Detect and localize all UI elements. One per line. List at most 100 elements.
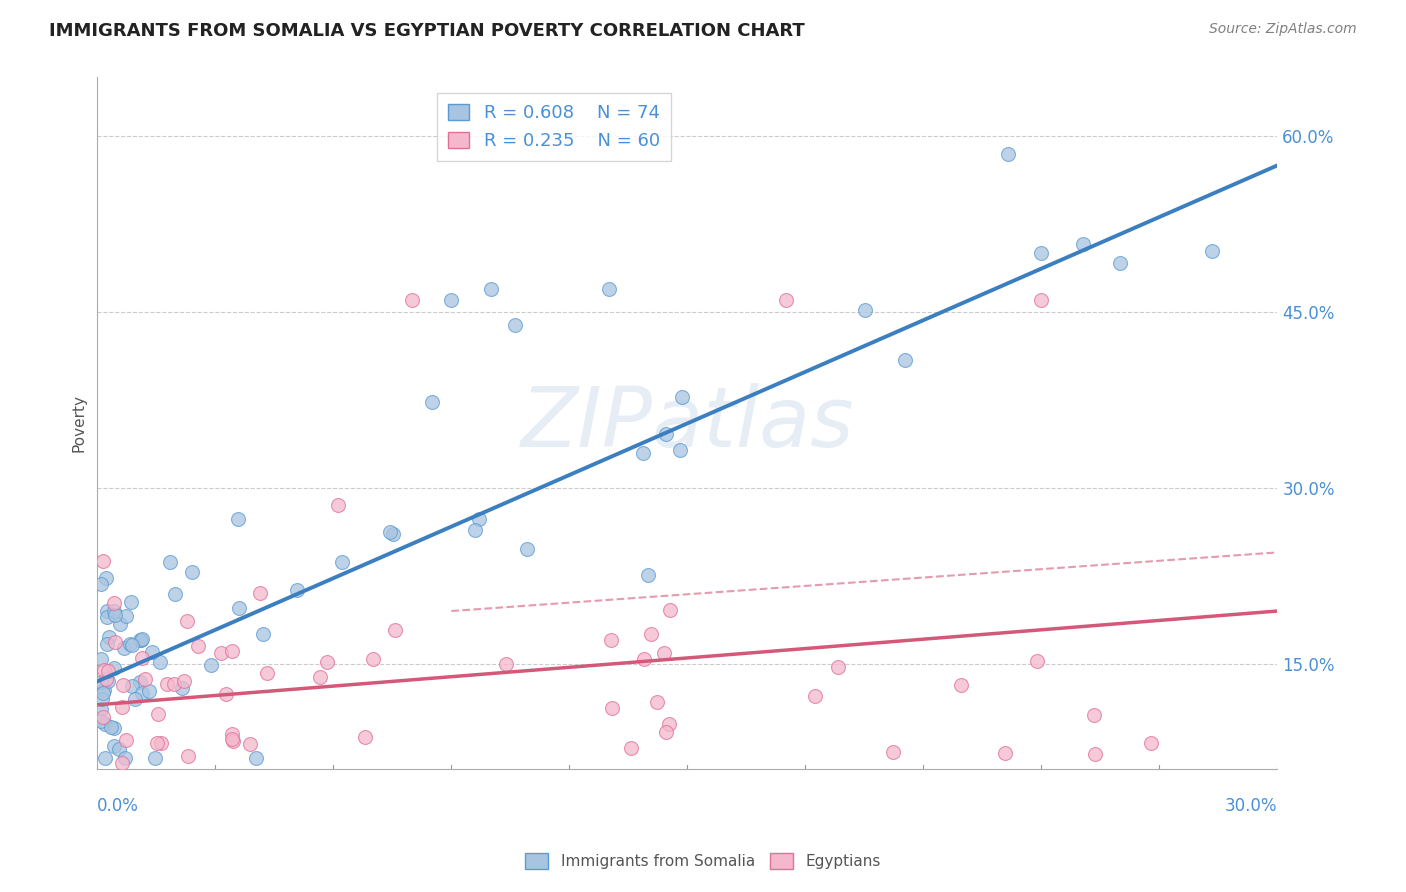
Point	[640, 627, 662, 641]
Point	[97, 630, 120, 644]
Point	[1025, 654, 1047, 668]
Point	[440, 293, 463, 308]
Point	[156, 677, 179, 691]
Legend: R = 0.608    N = 74, R = 0.235    N = 60: R = 0.608 N = 74, R = 0.235 N = 60	[437, 94, 671, 161]
Point	[215, 687, 238, 701]
Point	[658, 717, 681, 731]
Point	[401, 293, 423, 308]
Point	[103, 597, 125, 611]
Point	[90, 577, 112, 591]
Point	[96, 604, 118, 618]
Point	[516, 542, 538, 557]
Point	[96, 571, 118, 585]
Point	[997, 147, 1019, 161]
Text: 30.0%: 30.0%	[1225, 797, 1278, 815]
Point	[381, 526, 404, 541]
Point	[1071, 236, 1094, 251]
Point	[221, 643, 243, 657]
Point	[108, 617, 131, 632]
Point	[121, 679, 143, 693]
Point	[100, 720, 122, 734]
Point	[249, 586, 271, 600]
Point	[93, 663, 115, 677]
Point	[1140, 736, 1163, 750]
Point	[115, 609, 138, 624]
Point	[620, 740, 643, 755]
Point	[120, 595, 142, 609]
Point	[468, 512, 491, 526]
Point	[90, 702, 112, 716]
Point	[252, 626, 274, 640]
Point	[308, 670, 330, 684]
Point	[173, 674, 195, 689]
Point	[384, 624, 406, 638]
Point	[159, 555, 181, 569]
Point	[112, 641, 135, 656]
Text: ZIPatlas: ZIPatlas	[520, 383, 855, 464]
Point	[669, 443, 692, 458]
Point	[315, 656, 337, 670]
Point	[187, 639, 209, 653]
Point	[950, 677, 973, 691]
Point	[378, 524, 401, 539]
Point	[479, 281, 502, 295]
Point	[114, 750, 136, 764]
Point	[285, 582, 308, 597]
Y-axis label: Poverty: Poverty	[72, 394, 86, 452]
Point	[600, 632, 623, 647]
Point	[170, 681, 193, 695]
Point	[108, 742, 131, 756]
Legend: Immigrants from Somalia, Egyptians: Immigrants from Somalia, Egyptians	[519, 847, 887, 875]
Point	[361, 652, 384, 666]
Point	[1109, 256, 1132, 270]
Point	[177, 749, 200, 764]
Point	[633, 446, 655, 460]
Point	[138, 684, 160, 698]
Point	[124, 692, 146, 706]
Point	[226, 512, 249, 526]
Point	[503, 318, 526, 332]
Point	[655, 725, 678, 739]
Point	[200, 658, 222, 673]
Point	[96, 610, 118, 624]
Point	[598, 281, 620, 295]
Point	[97, 674, 120, 689]
Point	[97, 664, 120, 678]
Point	[853, 303, 876, 318]
Point	[655, 426, 678, 441]
Point	[464, 523, 486, 537]
Point	[94, 672, 117, 686]
Point	[354, 730, 377, 744]
Point	[645, 695, 668, 709]
Point	[91, 554, 114, 568]
Point	[181, 565, 204, 579]
Point	[131, 651, 153, 665]
Point	[145, 750, 167, 764]
Point	[1031, 293, 1053, 308]
Point	[131, 686, 153, 700]
Point	[148, 655, 170, 669]
Point	[1084, 747, 1107, 761]
Point	[145, 736, 167, 750]
Point	[103, 721, 125, 735]
Point	[90, 714, 112, 729]
Point	[141, 645, 163, 659]
Point	[420, 395, 443, 409]
Point	[104, 635, 127, 649]
Point	[256, 666, 278, 681]
Point	[115, 733, 138, 747]
Point	[94, 717, 117, 731]
Point	[93, 686, 115, 700]
Point	[994, 746, 1017, 760]
Point	[228, 601, 250, 615]
Point	[209, 647, 232, 661]
Point	[94, 750, 117, 764]
Point	[134, 673, 156, 687]
Point	[775, 293, 797, 308]
Point	[93, 683, 115, 698]
Point	[104, 607, 127, 622]
Point	[245, 750, 267, 764]
Point	[652, 646, 675, 660]
Point	[91, 710, 114, 724]
Point	[165, 587, 187, 601]
